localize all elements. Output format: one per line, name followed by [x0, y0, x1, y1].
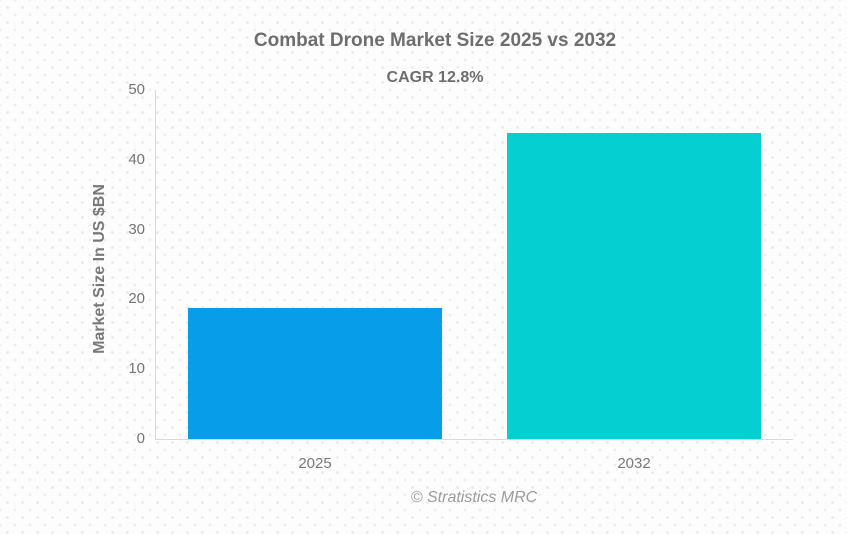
y-tick-label: 0 [136, 430, 145, 447]
y-tick-label: 50 [128, 81, 145, 98]
source-attribution: © Stratistics MRC [410, 489, 538, 506]
y-tick-label: 30 [128, 221, 145, 238]
y-tick-label: 10 [128, 360, 145, 377]
bar-2032 [507, 133, 761, 439]
y-tick-label: 40 [128, 151, 145, 168]
x-axis-line [155, 439, 793, 440]
y-axis-title: Market Size In US $BN [91, 184, 108, 354]
chart-subtitle-cagr: CAGR 12.8% [386, 69, 484, 86]
y-tick-label: 20 [128, 290, 145, 307]
chart-title: Combat Drone Market Size 2025 vs 2032 [253, 30, 617, 51]
x-tick-label-2032: 2032 [617, 455, 651, 472]
y-axis-line [155, 90, 156, 440]
bar-2025 [188, 308, 442, 439]
x-tick-label-2025: 2025 [298, 455, 332, 472]
